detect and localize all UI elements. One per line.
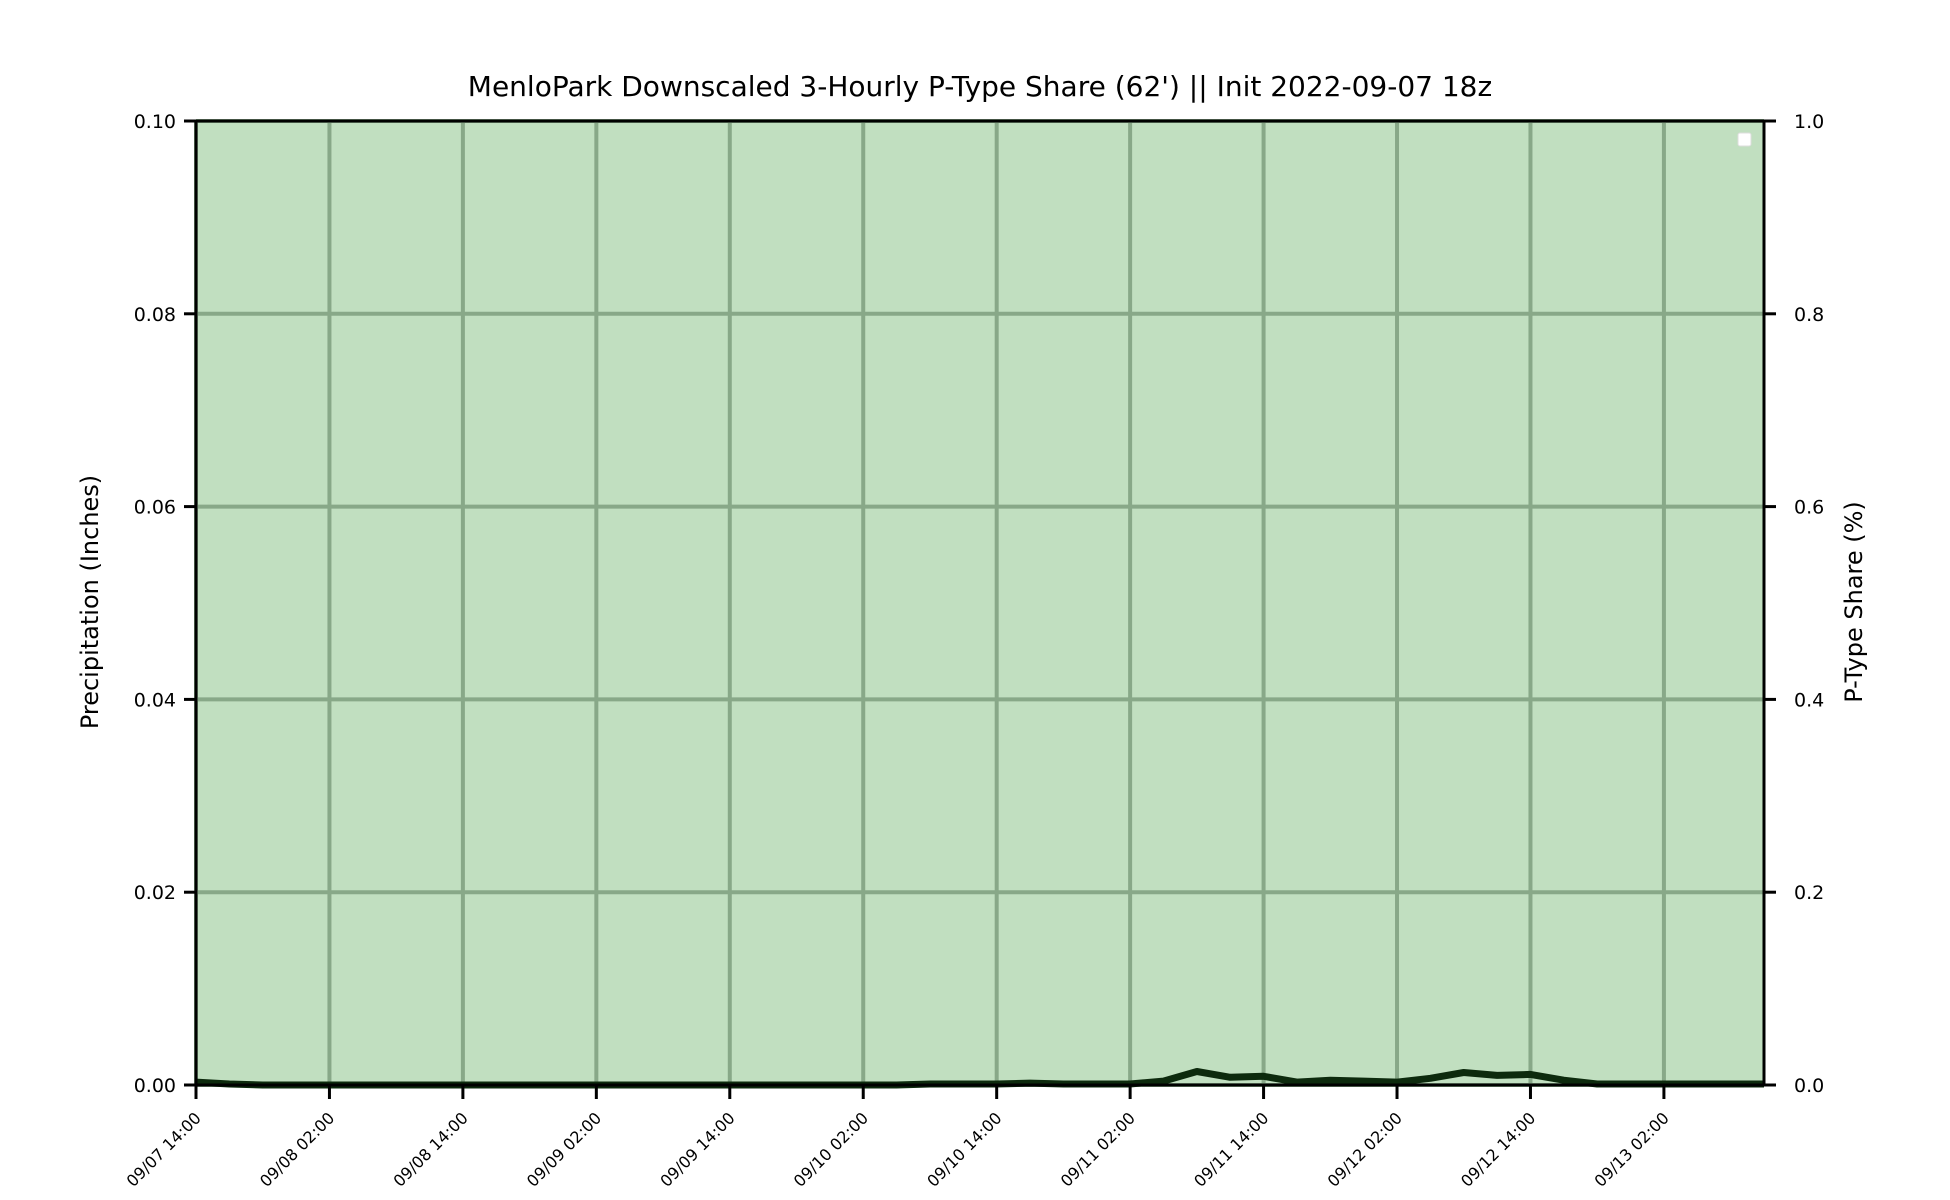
x-tick-label: 09/10 02:00 [790,1108,872,1190]
y-tick-label: 0.08 [134,304,176,326]
y2-tick-label: 1.0 [1794,111,1824,133]
x-tick-label: 09/07 14:00 [123,1108,205,1190]
plot-frame [194,119,1766,1087]
y2-tick-label: 0.6 [1794,497,1824,519]
x-tick-label: 09/08 14:00 [389,1108,471,1190]
y2-tick-label: 0.2 [1794,882,1824,904]
y-tick-label: 0.02 [134,882,176,904]
y2-tick-label: 0.8 [1794,304,1824,326]
y2-tick-label: 0.4 [1794,689,1824,711]
y2-tick-label: 0.0 [1794,1075,1824,1097]
legend [1737,132,1752,147]
x-tick-label: 09/11 14:00 [1190,1108,1272,1190]
y-tick-label: 0.00 [134,1075,176,1097]
y-axis-label: Precipitation (Inches) [76,475,104,729]
x-tick-label: 09/09 02:00 [523,1108,605,1190]
x-tick-label: 09/13 02:00 [1590,1108,1672,1190]
x-tick-label: 09/11 02:00 [1057,1108,1139,1190]
x-tick-label: 09/12 02:00 [1324,1108,1406,1190]
y-tick-label: 0.04 [134,689,176,711]
x-tick-label: 09/12 14:00 [1457,1108,1539,1190]
chart-title: MenloPark Downscaled 3-Hourly P-Type Sha… [468,70,1492,103]
ptype-share-area [196,121,1764,1085]
plot-area [196,120,1764,1085]
y2-axis-label: P-Type Share (%) [1840,501,1868,703]
x-tick-label: 09/09 14:00 [656,1108,738,1190]
x-tick-label: 09/10 14:00 [923,1108,1005,1190]
x-tick-label: 09/08 02:00 [256,1108,338,1190]
y-tick-label: 0.10 [134,111,176,133]
legend-box [1737,132,1752,147]
y-tick-label: 0.06 [134,497,176,519]
